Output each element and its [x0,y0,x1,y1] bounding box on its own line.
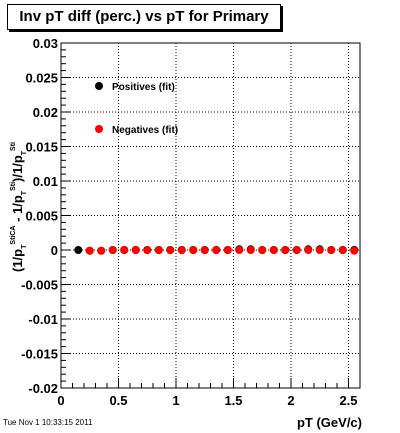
point-negatives [85,246,94,255]
x-tick-label: 0.5 [109,393,127,408]
y-tick-label: 0.03 [33,36,58,51]
y-title-sup2: Sti [10,182,17,191]
point-negatives [212,246,221,254]
legend-label-positives: Positives (fit) [112,82,175,93]
y-title-sub2: T [21,190,28,195]
point-negatives [131,246,140,254]
chart-title-box: Inv pT diff (perc.) vs pT for Primary [7,4,281,30]
legend-marker-negatives [95,125,103,133]
point-negatives [154,246,163,254]
point-positives [74,246,83,254]
x-tick-label: 1.5 [224,393,242,408]
grid [61,43,360,388]
point-negatives [189,246,198,254]
y-tick-label: -0.005 [21,278,58,293]
x-tick-label: 0 [57,393,64,408]
y-tick-label: 0.005 [25,209,58,224]
y-tick-label: 0.015 [25,140,58,155]
point-negatives [281,246,290,254]
point-negatives [292,246,301,254]
y-tick-label: 0.02 [33,105,58,120]
x-tick-label: 2 [287,393,294,408]
timestamp: Tue Nov 1 10:33:15 2011 [3,418,93,427]
point-negatives [177,246,186,254]
legend: Positives (fit) Negatives (fit) [95,82,178,136]
y-title-part2: - 1/p [10,195,25,225]
data-points [74,245,359,255]
point-negatives [269,246,278,254]
y-title-part3: )/1/p [10,155,25,182]
x-tick-label: 2.5 [339,393,357,408]
point-negatives [327,246,336,254]
point-negatives [108,246,117,254]
point-negatives [223,246,232,254]
y-title-sup1: StiCA [10,226,17,245]
point-negatives [200,246,209,254]
point-negatives [304,246,313,254]
y-axis-title: (1/pTStiCA - 1/pTSti)/1/pTSti [10,142,28,272]
y-tick-label: -0.015 [21,347,58,362]
point-negatives [338,246,347,254]
y-title-part1: (1/p [10,249,25,272]
y-title-sub3: T [21,150,28,155]
x-tick-label: 1 [172,393,179,408]
point-negatives [120,246,129,254]
y-tick-label: 0 [51,243,58,258]
legend-marker-positives [95,82,103,90]
legend-label-negatives: Negatives (fit) [112,125,178,136]
plot-frame [60,42,361,389]
x-axis-title: pT (GeV/c) [297,415,362,430]
point-negatives [246,246,255,254]
x-tick-labels: 0 0.5 1 1.5 2 2.5 [57,393,357,408]
y-title-sup3: Sti [10,142,17,151]
point-negatives [97,246,106,255]
chart-title: Inv pT diff (perc.) vs pT for Primary [19,8,269,25]
point-negatives [350,246,359,255]
y-tick-label: 0.01 [33,174,58,189]
point-negatives [143,246,152,254]
y-title-sub1: T [21,244,28,249]
point-negatives [258,246,267,254]
point-negatives [315,246,324,254]
point-negatives [166,246,175,254]
y-tick-label: -0.02 [28,381,58,396]
y-tick-label: -0.01 [28,312,58,327]
y-tick-label: 0.025 [25,71,58,86]
y-tick-labels: -0.02 -0.015 -0.01 -0.005 0 0.005 0.01 0.015 0.0… [21,36,58,396]
point-negatives [235,246,244,254]
axis-ticks [60,42,361,389]
